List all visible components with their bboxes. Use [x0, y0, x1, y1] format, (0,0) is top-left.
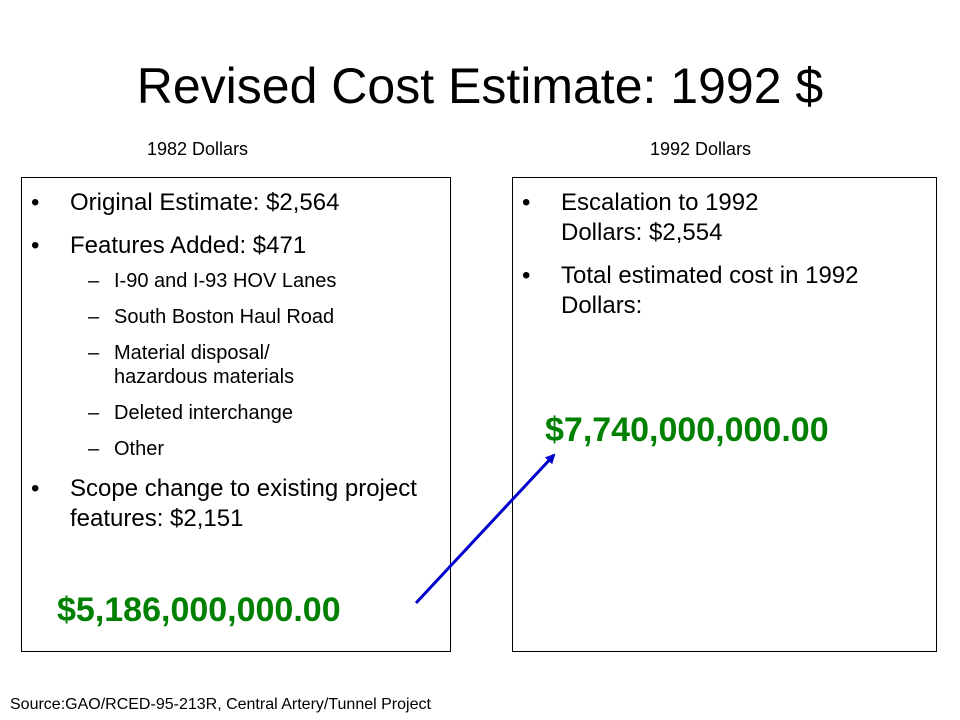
sub-item-text: I-90 and I-93 HOV Lanes [114, 270, 337, 292]
right-cost-box: Escalation to 1992 Dollars: $2,554 Total… [512, 177, 937, 652]
sub-item-text: South Boston Haul Road [114, 306, 335, 328]
sub-item: Material disposal/ hazardous materials [22, 341, 450, 389]
total-1992-dollars: $7,740,000,000.00 [545, 411, 829, 449]
sub-item-text: Other [114, 438, 165, 460]
sub-item: Other [22, 437, 450, 461]
bullet-total-1992: Total estimated cost in 1992 Dollars: [513, 261, 891, 321]
sub-item: Deleted interchange [22, 401, 450, 425]
total-1982-dollars: $5,186,000,000.00 [57, 591, 341, 629]
sub-item: I-90 and I-93 HOV Lanes [22, 269, 450, 293]
bullet-features-added: Features Added: $471 I-90 and I-93 HOV L… [22, 231, 450, 461]
left-cost-box: Original Estimate: $2,564 Features Added… [21, 177, 451, 652]
sub-item-text: Deleted interchange [114, 402, 294, 424]
sub-item: South Boston Haul Road [22, 305, 450, 329]
bullet-scope-change: Scope change to existing project feature… [22, 474, 450, 534]
slide-title: Revised Cost Estimate: 1992 $ [136, 58, 824, 114]
source-citation: Source:GAO/RCED-95-213R, Central Artery/… [10, 696, 431, 713]
features-sub-list: I-90 and I-93 HOV Lanes South Boston Hau… [70, 269, 450, 461]
left-bullet-list: Original Estimate: $2,564 Features Added… [22, 178, 450, 534]
left-column-label: 1982 Dollars [147, 139, 249, 159]
bullet-escalation: Escalation to 1992 Dollars: $2,554 [513, 188, 841, 248]
sub-item-text: Material disposal/ hazardous materials [114, 342, 295, 388]
right-bullet-list: Escalation to 1992 Dollars: $2,554 Total… [513, 178, 936, 321]
right-column-label: 1992 Dollars [650, 139, 752, 159]
bullet-original-estimate: Original Estimate: $2,564 [22, 188, 450, 218]
features-added-label: Features Added: $471 [70, 232, 307, 259]
